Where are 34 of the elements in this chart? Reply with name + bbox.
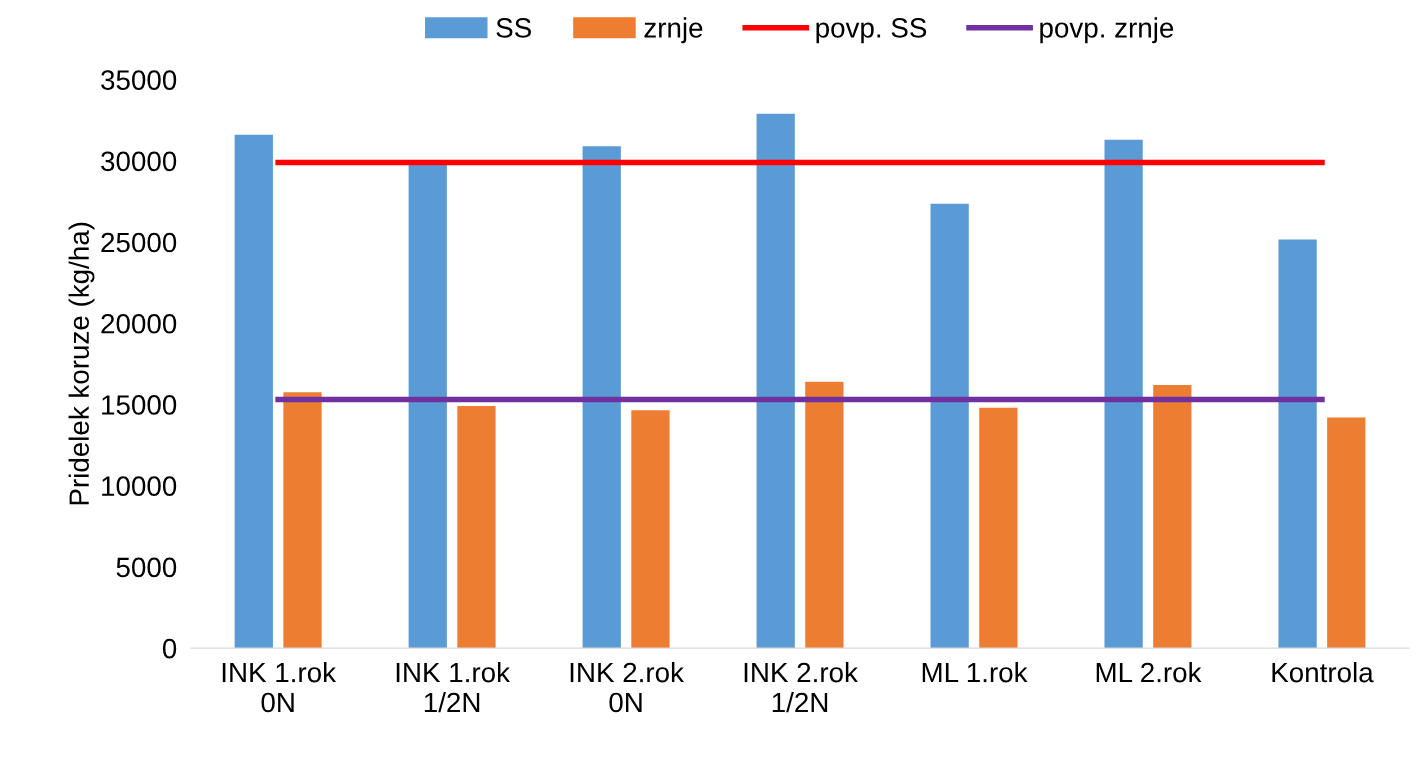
bar [234,134,273,649]
bar [1327,417,1366,649]
y-tick-label: 35000 [101,70,177,90]
bar [408,162,447,649]
legend-label: zrnje [644,17,703,44]
y-axis-title: Pridelek koruze (kg/ha) [68,222,95,505]
y-tick-label: 0 [162,638,177,659]
y-tick-label: 15000 [102,395,177,415]
x-tick-label: ML 2.rok [1096,661,1202,683]
x-tick-label: INK 1.rok 0N [222,661,337,713]
legend-label: SS [496,18,531,38]
y-tick-label: 30000 [101,151,177,172]
bar [805,381,844,649]
bar [979,407,1018,649]
legend-label: povp. zrnje [1040,17,1174,44]
bar [631,410,670,649]
x-tick-label: ML 1.rok [922,661,1028,683]
legend-label: povp. SS [816,18,927,44]
y-tick-label: 25000 [101,232,177,253]
bar [457,406,496,649]
bar [756,113,795,649]
x-tick-label: Kontrola [1272,661,1374,683]
bar [1278,239,1317,649]
bar [1104,139,1143,649]
bar [283,392,322,649]
y-tick-label: 10000 [102,476,177,496]
x-tick-label: INK 2.rok 1/2N [744,661,858,713]
bar [1153,384,1192,649]
x-tick-label: INK 1.rok 1/2N [396,661,511,713]
y-tick-label: 5000 [116,557,177,578]
bar [930,203,969,649]
y-tick-label: 20000 [101,313,177,334]
bar [582,146,621,649]
x-tick-label: INK 2.rok 0N [570,661,684,713]
